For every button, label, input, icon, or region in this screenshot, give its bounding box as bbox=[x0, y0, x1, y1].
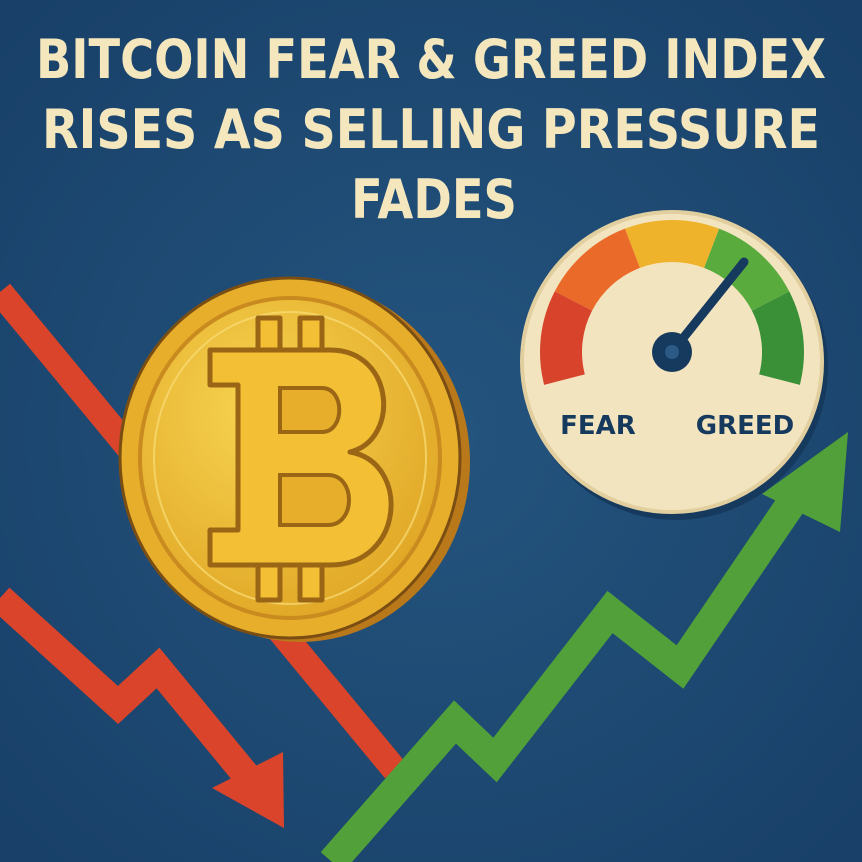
gauge-segment bbox=[554, 228, 640, 311]
title-line: FADES bbox=[351, 168, 517, 231]
red-arrow bbox=[0, 587, 284, 828]
gauge-segment bbox=[624, 219, 720, 268]
title-line: BITCOIN FEAR & GREED INDEX bbox=[36, 28, 826, 91]
fear-greed-gauge: FEAR GREED bbox=[520, 210, 828, 520]
gauge-segment bbox=[751, 291, 804, 385]
title-line: RISES AS SELLING PRESSURE bbox=[42, 98, 820, 161]
gauge-segment bbox=[540, 291, 593, 385]
gauge-segment bbox=[704, 228, 790, 311]
gauge-label: FEAR bbox=[560, 411, 636, 441]
gauge-label: GREED bbox=[696, 411, 794, 441]
bitcoin-coin bbox=[118, 276, 470, 642]
green-arrow bbox=[320, 432, 848, 862]
